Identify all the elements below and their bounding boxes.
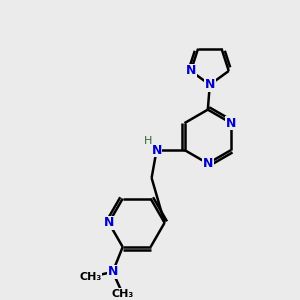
- Text: CH₃: CH₃: [112, 289, 134, 299]
- Text: N: N: [107, 266, 118, 278]
- Text: H: H: [143, 136, 152, 146]
- Text: CH₃: CH₃: [80, 272, 102, 282]
- Text: N: N: [186, 64, 196, 77]
- Text: N: N: [205, 78, 215, 91]
- Text: N: N: [226, 117, 236, 130]
- Text: N: N: [152, 143, 162, 157]
- Text: N: N: [103, 216, 114, 229]
- Text: N: N: [202, 157, 213, 170]
